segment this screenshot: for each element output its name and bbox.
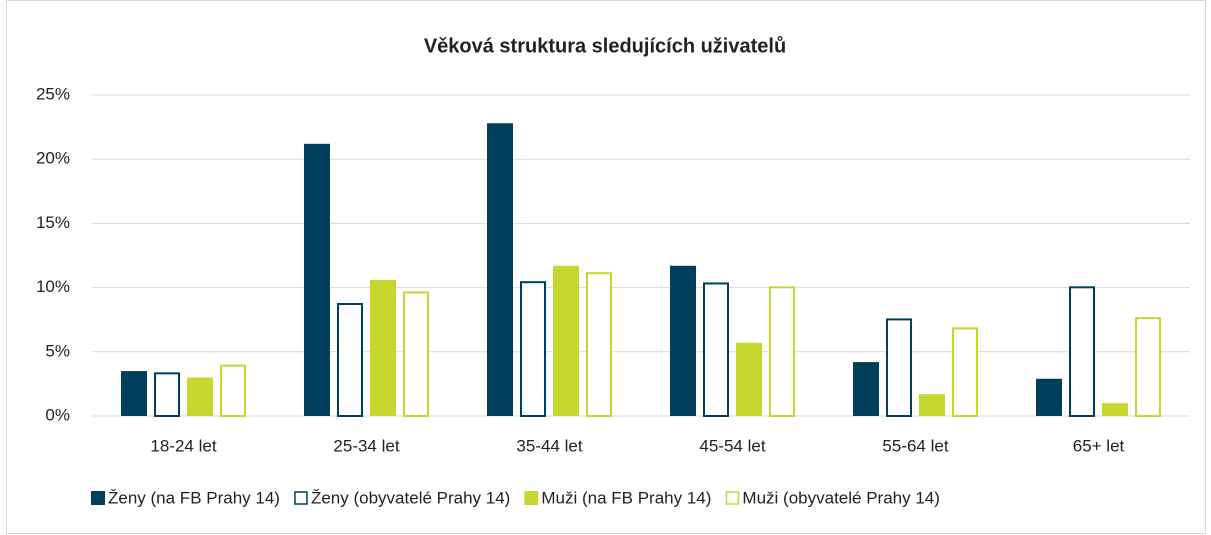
bar: [1069, 286, 1095, 418]
y-tick-label: 0%: [45, 405, 70, 424]
x-tick-label: 35-44 let: [516, 436, 582, 455]
legend-label: Muži (obyvatelé Prahy 14): [742, 488, 939, 507]
bar: [769, 286, 795, 418]
bar: [853, 362, 879, 416]
bar: [919, 394, 945, 416]
x-tick-label: 45-54 let: [699, 436, 765, 455]
legend-label: Ženy (na FB Prahy 14): [108, 488, 280, 507]
x-tick-label: 18-24 let: [150, 436, 216, 455]
legend-swatch: [91, 491, 105, 505]
x-tick-label: 55-64 let: [882, 436, 948, 455]
bar: [370, 279, 396, 416]
bar: [586, 272, 612, 417]
legend-label: Muži (na FB Prahy 14): [541, 488, 711, 507]
bar: [1102, 403, 1128, 416]
y-tick-label: 5%: [45, 341, 70, 360]
bar: [154, 372, 180, 417]
x-tick-label: 25-34 let: [333, 436, 399, 455]
bar: [952, 327, 978, 417]
legend-swatch: [725, 491, 740, 505]
y-tick-label: 10%: [36, 277, 70, 296]
bar: [304, 143, 330, 417]
bar: [337, 303, 363, 417]
legend-swatch: [524, 491, 539, 505]
bar: [703, 282, 729, 417]
legend-label: Ženy (obyvatelé Prahy 14): [311, 488, 510, 507]
y-tick-label: 25%: [36, 84, 70, 103]
bar: [220, 364, 246, 418]
bar: [403, 291, 429, 417]
bar: [187, 377, 213, 416]
bar: [1135, 317, 1161, 417]
bar: [1036, 378, 1062, 416]
bar: [886, 318, 912, 417]
bar: [736, 342, 762, 416]
chart-title: Věková struktura sledujících uživatelů: [424, 35, 786, 57]
legend-swatch: [294, 491, 308, 505]
bar: [487, 123, 513, 417]
y-tick-label: 15%: [36, 213, 70, 232]
bar: [670, 265, 696, 416]
bar: [121, 371, 147, 416]
x-tick-label: 65+ let: [1073, 436, 1125, 455]
y-tick-label: 20%: [36, 149, 70, 168]
bar: [520, 281, 546, 417]
chart-frame: [6, 0, 1206, 534]
bar: [553, 265, 579, 416]
